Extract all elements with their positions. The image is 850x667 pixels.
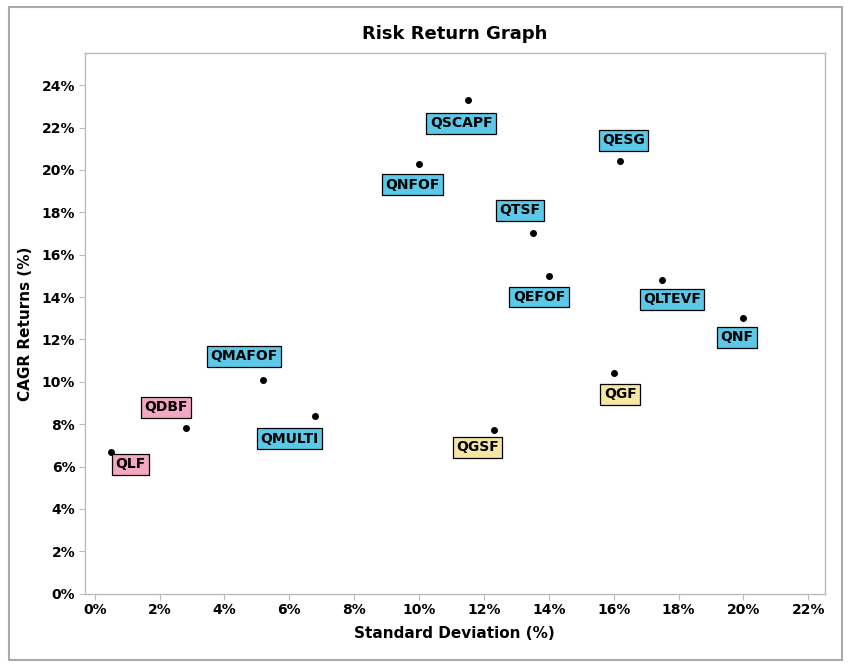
Text: QGF: QGF bbox=[604, 388, 637, 402]
Text: QLF: QLF bbox=[116, 458, 145, 472]
Text: QESG: QESG bbox=[602, 133, 645, 147]
Text: QEFOF: QEFOF bbox=[513, 290, 565, 304]
Text: QNFOF: QNFOF bbox=[385, 177, 439, 191]
Text: QLTEVF: QLTEVF bbox=[643, 292, 701, 306]
Text: QNF: QNF bbox=[721, 330, 753, 344]
Y-axis label: CAGR Returns (%): CAGR Returns (%) bbox=[19, 246, 33, 401]
Text: QSCAPF: QSCAPF bbox=[430, 116, 492, 130]
Text: QDBF: QDBF bbox=[144, 400, 188, 414]
Text: QMULTI: QMULTI bbox=[260, 432, 319, 446]
Text: QGSF: QGSF bbox=[456, 440, 499, 454]
X-axis label: Standard Deviation (%): Standard Deviation (%) bbox=[354, 626, 555, 641]
Title: Risk Return Graph: Risk Return Graph bbox=[362, 25, 547, 43]
Text: QTSF: QTSF bbox=[499, 203, 540, 217]
Text: QMAFOF: QMAFOF bbox=[210, 350, 278, 364]
